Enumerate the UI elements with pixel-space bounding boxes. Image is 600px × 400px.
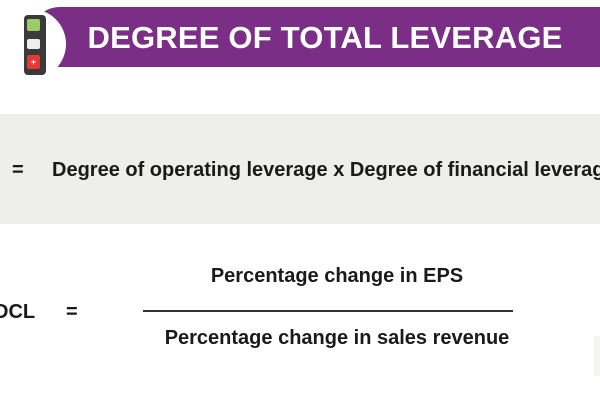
fraction-numerator: Percentage change in EPS — [210, 265, 464, 287]
equals-sign: = — [12, 159, 24, 181]
calculator-screen — [27, 19, 40, 31]
formula-lhs: DCL — [0, 301, 36, 323]
equals-sign: = — [66, 301, 78, 323]
fraction-bar — [143, 310, 513, 312]
title-banner: DEGREE OF TOTAL LEVERAGE + — [0, 7, 600, 79]
fraction-denominator: Percentage change in sales revenue — [164, 327, 510, 349]
formula-expression: Degree of operating leverage x Degree of… — [52, 159, 600, 181]
formula-band: = Degree of operating leverage x Degree … — [0, 114, 600, 224]
page-title: DEGREE OF TOTAL LEVERAGE — [87, 20, 563, 55]
calculator-icon: + — [24, 15, 46, 75]
edge-decoration — [594, 336, 600, 376]
calculator-key — [27, 39, 40, 49]
calculator-plus-key: + — [27, 55, 40, 69]
